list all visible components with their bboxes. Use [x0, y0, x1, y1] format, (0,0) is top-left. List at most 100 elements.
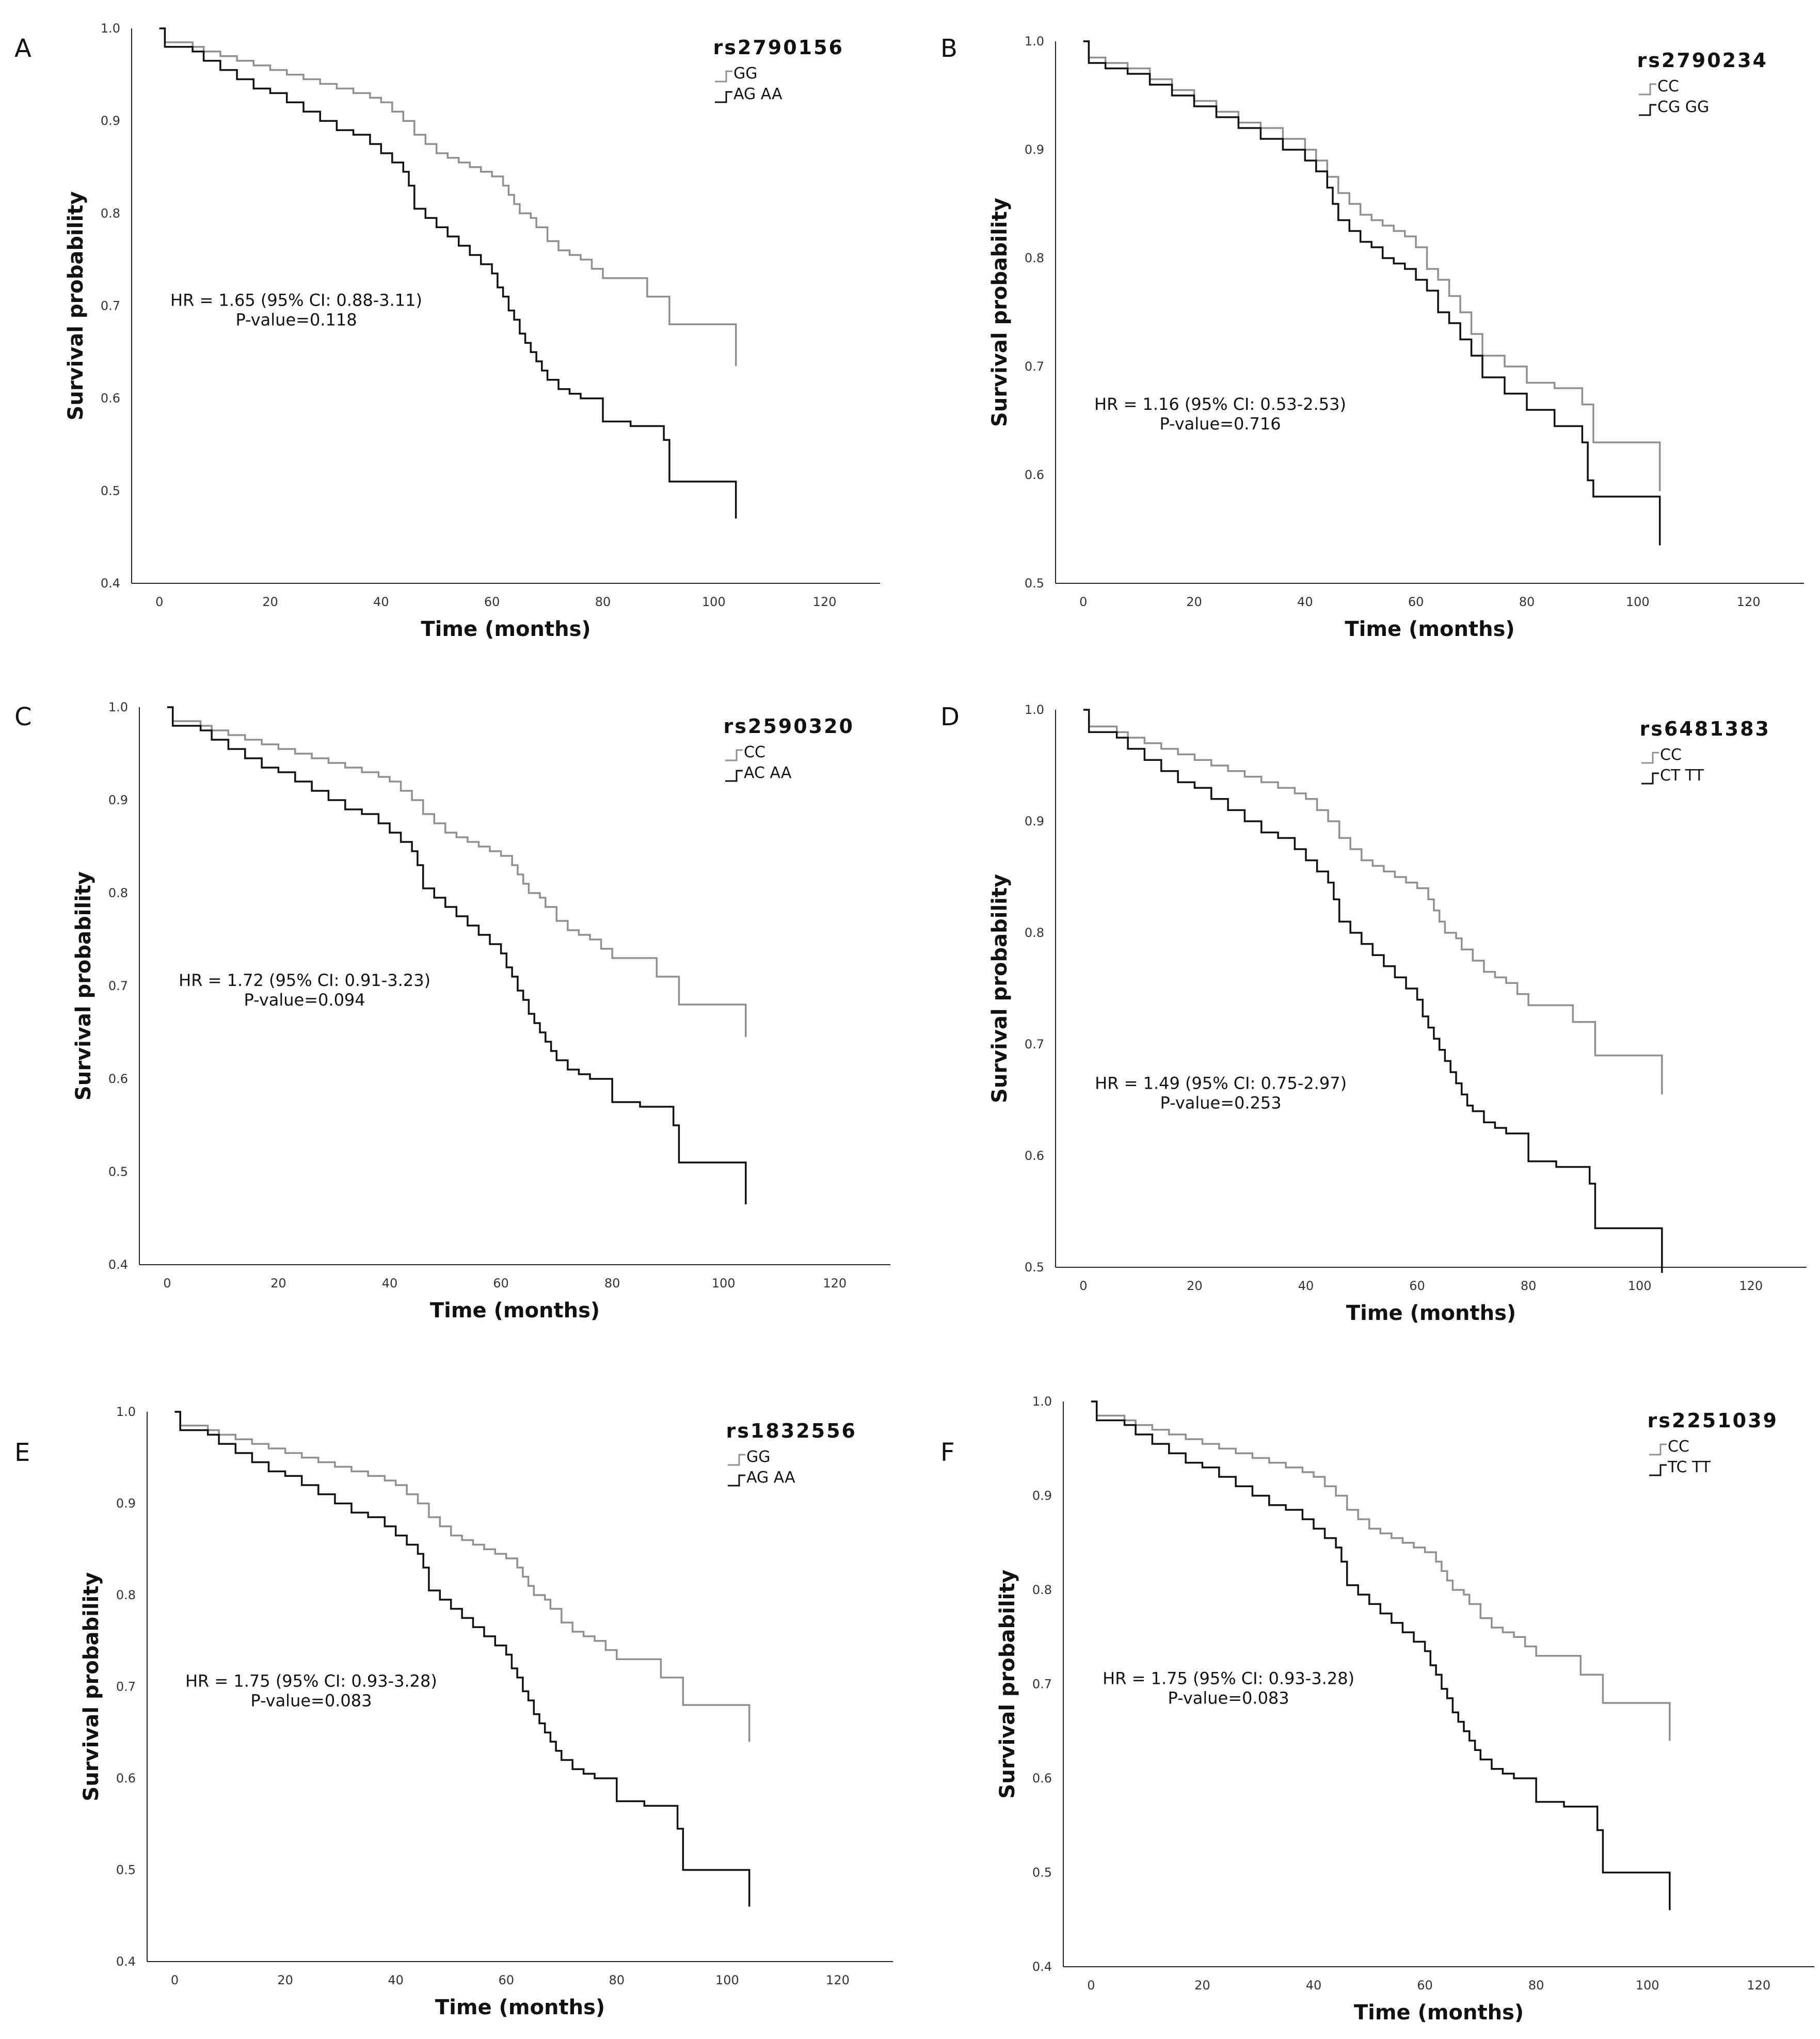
- legend-swatch: [1649, 1464, 1667, 1476]
- y-tick-label: 0.6: [1025, 468, 1044, 482]
- hazard-ratio-annotation: HR = 1.75 (95% CI: 0.93-3.28): [185, 1671, 437, 1691]
- panel-letter: A: [14, 34, 31, 63]
- survival-curve-cc: [1083, 40, 1661, 491]
- x-tick-label: 60: [1408, 595, 1424, 609]
- x-axis-title: Time (months): [1346, 1301, 1516, 1325]
- x-tick-label: 100: [712, 1276, 736, 1291]
- p-value-annotation: P-value=0.083: [1168, 1688, 1289, 1708]
- legend-entry: AG AA: [733, 85, 783, 103]
- y-tick-label: 0.6: [101, 391, 120, 406]
- x-tick-label: 120: [826, 1973, 850, 1987]
- chart-panel-e: E 0.4 0.5 0.6 0.7 0.8 0.9 1.0 0 20 40 60 80 100 120 Tim…: [14, 1405, 893, 2019]
- x-tick-label: 60: [498, 1973, 514, 1987]
- y-tick-label: 0.5: [116, 1863, 136, 1877]
- chart-panel-a: A 0.4 0.5 0.6 0.7 0.8 0.9 1.0 0 20 40 60 80 100 120 Tim…: [14, 21, 880, 641]
- legend-swatch: [728, 1454, 745, 1466]
- chart-panel-c: C 0.4 0.5 0.6 0.7 0.8 0.9 1.0 0 20 40 60 80 100 120 Tim…: [14, 700, 890, 1323]
- survival-curve-gg: [159, 27, 737, 366]
- legend-entry: GG: [746, 1448, 771, 1466]
- y-tick-label: 0.9: [101, 114, 120, 128]
- legend-swatch: [728, 1474, 745, 1487]
- hazard-ratio-annotation: HR = 1.49 (95% CI: 0.75-2.97): [1095, 1073, 1347, 1093]
- survival-curve-ag-aa: [159, 27, 737, 519]
- chart-title: rs2790156: [713, 36, 844, 59]
- chart-panel-d: D 0.5 0.6 0.7 0.8 0.9 1.0 0 20 40 60 80 100 120 Time (…: [940, 703, 1807, 1325]
- hazard-ratio-annotation: HR = 1.16 (95% CI: 0.53-2.53): [1094, 394, 1346, 414]
- x-tick-label: 0: [1079, 595, 1087, 609]
- survival-curve-ag-aa: [174, 1411, 751, 1907]
- x-tick-label: 40: [388, 1973, 404, 1987]
- y-tick-label: 0.9: [1025, 814, 1044, 829]
- x-axis-title: Time (months): [1354, 2001, 1524, 2025]
- x-tick-label: 0: [163, 1276, 171, 1291]
- survival-curve-ac-aa: [167, 706, 747, 1204]
- x-tick-label: 40: [1298, 1279, 1314, 1293]
- x-tick-label: 100: [1636, 1978, 1659, 1993]
- chart-title: rs2790234: [1637, 49, 1768, 72]
- y-tick-label: 0.7: [1025, 359, 1044, 374]
- y-tick-label: 0.6: [1032, 1771, 1052, 1786]
- survival-curve-ct-tt: [1083, 709, 1663, 1273]
- x-tick-label: 20: [270, 1276, 286, 1291]
- x-tick-label: 120: [1747, 1978, 1770, 1993]
- y-tick-label: 0.6: [116, 1771, 136, 1786]
- x-tick-label: 80: [1528, 1978, 1544, 1993]
- x-tick-label: 0: [1087, 1978, 1095, 1993]
- x-tick-label: 100: [1626, 595, 1650, 609]
- y-tick-label: 0.5: [1032, 1866, 1052, 1880]
- y-tick-label: 1.0: [116, 1405, 136, 1419]
- x-tick-label: 20: [1194, 1978, 1210, 1993]
- panel-letter: D: [940, 703, 960, 731]
- legend-swatch: [715, 70, 732, 83]
- survival-curve-gg: [174, 1411, 751, 1742]
- legend-entry: CC: [1657, 77, 1679, 95]
- y-tick-label: 0.7: [1025, 1037, 1044, 1052]
- x-tick-label: 20: [277, 1973, 293, 1987]
- y-tick-label: 0.5: [1025, 1260, 1044, 1275]
- x-tick-label: 20: [262, 595, 278, 609]
- y-tick-label: 0.8: [1032, 1583, 1052, 1597]
- x-tick-label: 40: [1297, 595, 1313, 609]
- x-tick-label: 20: [1187, 1279, 1203, 1293]
- x-tick-label: 80: [595, 595, 611, 609]
- x-tick-label: 60: [493, 1276, 509, 1291]
- x-axis-title: Time (months): [435, 1996, 605, 2019]
- legend-swatch: [725, 770, 743, 782]
- legend-swatch: [1649, 1443, 1667, 1456]
- y-tick-label: 0.4: [1032, 1960, 1052, 1974]
- y-tick-label: 0.4: [108, 1257, 128, 1272]
- y-tick-label: 0.8: [1025, 926, 1044, 940]
- chart-title: rs2590320: [724, 715, 854, 738]
- y-tick-label: 0.7: [101, 299, 120, 313]
- y-tick-label: 1.0: [1032, 1394, 1052, 1409]
- y-axis-title: Survival probability: [996, 1570, 1019, 1799]
- x-tick-label: 60: [484, 595, 500, 609]
- y-tick-label: 0.8: [101, 206, 120, 220]
- y-axis-title: Survival probability: [79, 1572, 103, 1802]
- panel-letter: B: [940, 34, 957, 63]
- legend-entry: TC TT: [1667, 1458, 1711, 1476]
- survival-curve-cg-gg: [1083, 40, 1661, 546]
- x-axis-title: Time (months): [421, 617, 590, 641]
- legend-entry: GG: [733, 65, 758, 83]
- chart-panel-b: B 0.5 0.6 0.7 0.8 0.9 1.0 0 20 40 60 80 100 120 Time (…: [940, 34, 1804, 641]
- x-axis-title: Time (months): [1345, 617, 1514, 641]
- y-axis-title: Survival probability: [64, 192, 88, 421]
- x-tick-label: 100: [1628, 1279, 1652, 1293]
- x-tick-label: 40: [1306, 1978, 1322, 1993]
- x-tick-label: 40: [373, 595, 389, 609]
- chart-title: rs1832556: [726, 1420, 857, 1442]
- survival-curve-cc: [1083, 709, 1663, 1095]
- hazard-ratio-annotation: HR = 1.65 (95% CI: 0.88-3.11): [170, 291, 422, 310]
- y-tick-label: 0.8: [1025, 251, 1044, 265]
- survival-curve-cc: [1091, 1400, 1671, 1741]
- x-tick-label: 80: [1519, 595, 1535, 609]
- legend-swatch: [715, 91, 732, 103]
- x-tick-label: 120: [1737, 595, 1761, 609]
- legend-entry: CT TT: [1660, 767, 1704, 785]
- x-tick-label: 100: [702, 595, 726, 609]
- y-tick-label: 0.4: [116, 1954, 136, 1969]
- y-axis-title: Survival probability: [72, 871, 95, 1101]
- x-tick-label: 0: [1079, 1279, 1087, 1293]
